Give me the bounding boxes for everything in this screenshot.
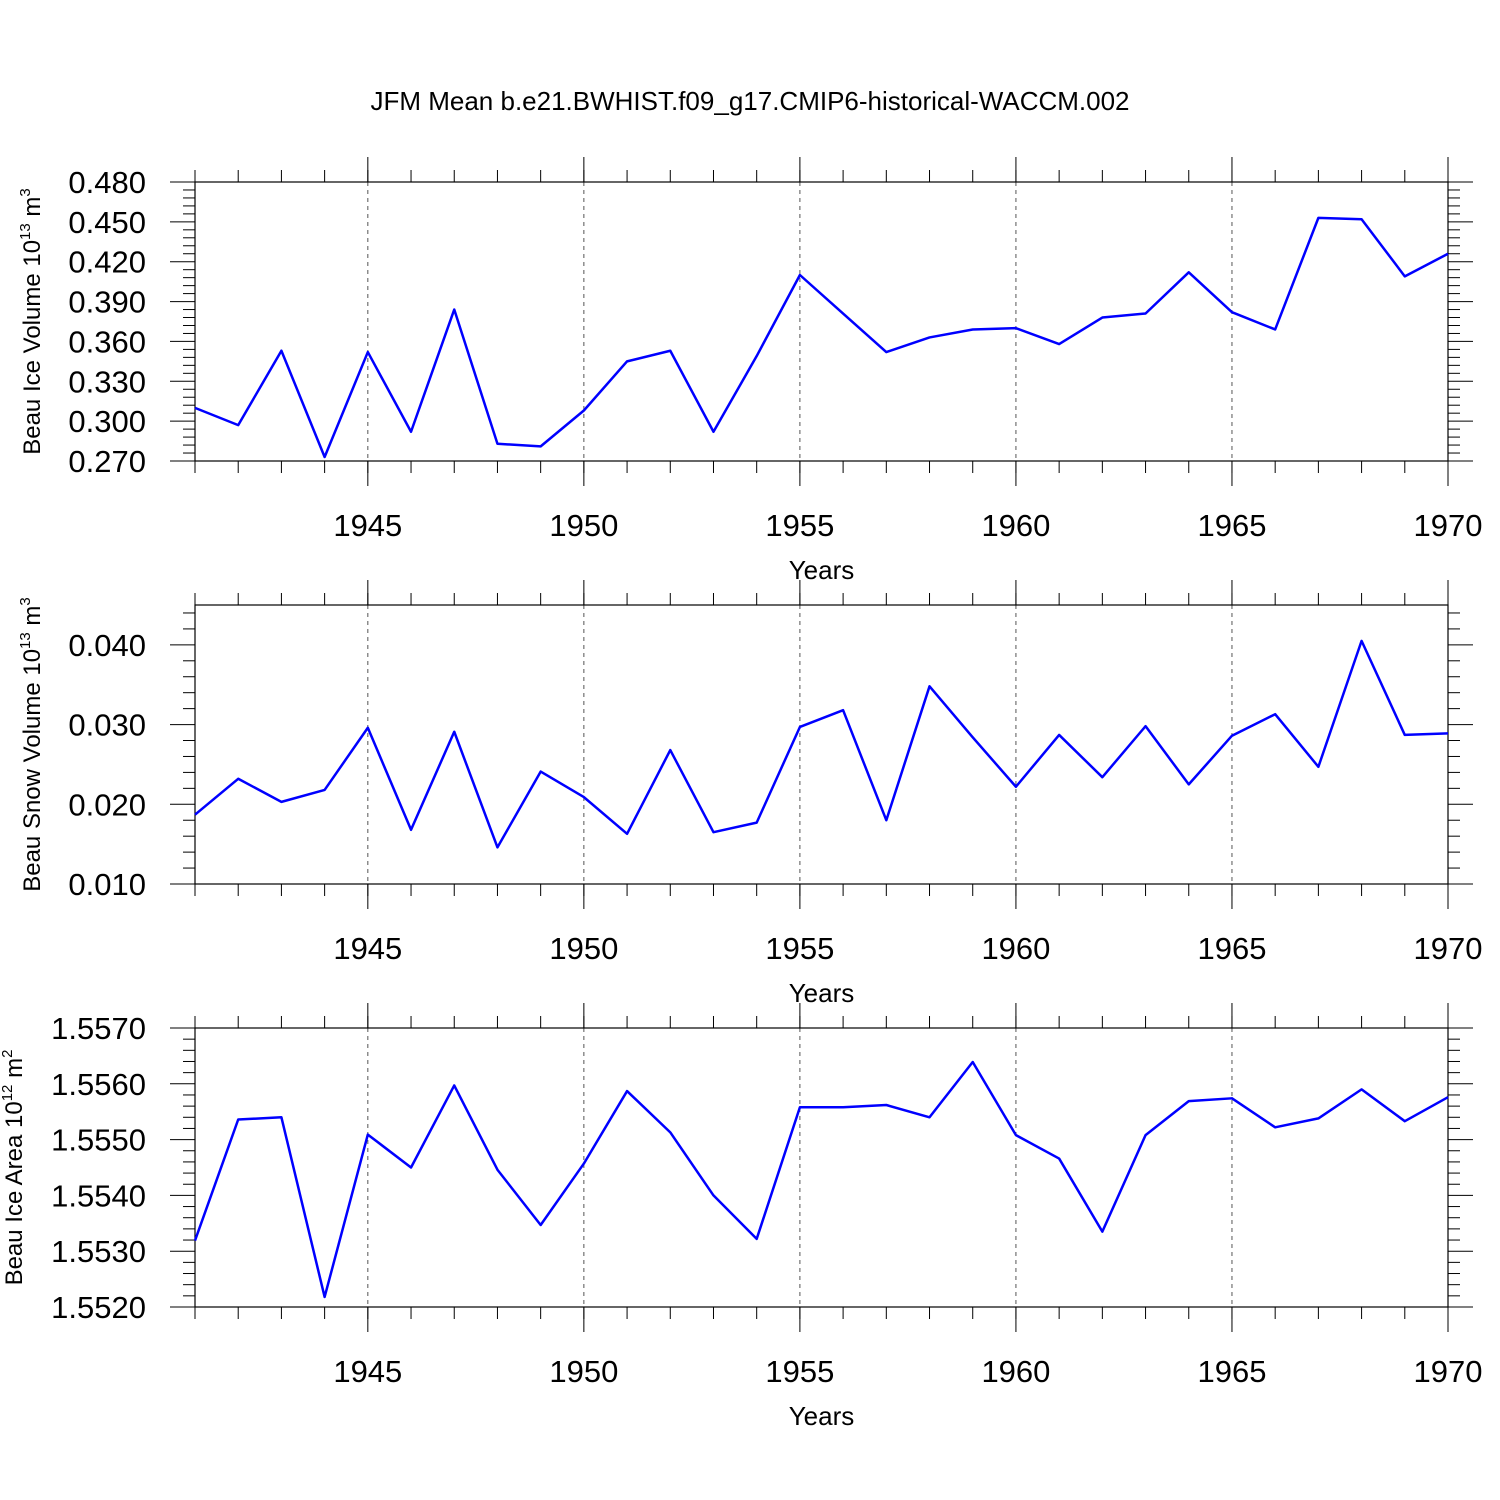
y-tick-label: 0.330 xyxy=(68,364,146,399)
x-tick-label: 1945 xyxy=(333,931,402,966)
y-axis-label-exponent: 2 xyxy=(0,1050,16,1058)
y-axis-label-text: m xyxy=(19,197,46,224)
data-line xyxy=(193,1060,1449,1299)
y-axis-label-exponent: 3 xyxy=(17,188,34,196)
x-tick-label: 1960 xyxy=(981,931,1050,966)
plot-frame xyxy=(194,181,1449,462)
y-tick-label: 0.420 xyxy=(68,245,146,280)
x-axis-label: Years xyxy=(789,1401,855,1431)
x-tick-label: 1970 xyxy=(1414,1354,1483,1389)
x-tick-label: 1965 xyxy=(1197,508,1266,543)
x-tick-label: 1965 xyxy=(1197,1354,1266,1389)
x-tick-label: 1945 xyxy=(333,508,402,543)
y-tick-label: 0.390 xyxy=(68,285,146,320)
y-tick-label: 1.5550 xyxy=(51,1123,146,1158)
plot-frame xyxy=(194,1027,1449,1308)
y-tick-label: 0.010 xyxy=(68,867,146,902)
y-axis-label: Beau Ice Area 1012 m2 xyxy=(0,1050,28,1286)
x-tick-label: 1955 xyxy=(765,1354,834,1389)
y-axis-label-text: m xyxy=(1,1058,28,1085)
data-line xyxy=(194,216,1449,459)
y-tick-label: 0.040 xyxy=(68,628,146,663)
chart-title: JFM Mean b.e21.BWHIST.f09_g17.CMIP6-hist… xyxy=(370,86,1129,116)
data-line xyxy=(194,639,1449,849)
x-tick-label: 1945 xyxy=(333,1354,402,1389)
y-tick-label: 1.5560 xyxy=(51,1067,146,1102)
x-axis-label: Years xyxy=(789,978,855,1008)
y-axis-label-exponent: 12 xyxy=(0,1085,16,1102)
x-tick-label: 1960 xyxy=(981,508,1050,543)
x-axis-label: Years xyxy=(789,555,855,585)
y-tick-label: 1.5530 xyxy=(51,1234,146,1269)
x-tick-label: 1960 xyxy=(981,1354,1050,1389)
plot-frame xyxy=(194,604,1449,885)
y-axis-label-exponent: 13 xyxy=(17,632,34,649)
y-axis-label-exponent: 13 xyxy=(17,223,34,240)
x-tick-label: 1950 xyxy=(549,931,618,966)
y-tick-label: 0.360 xyxy=(68,324,146,359)
x-tick-label: 1965 xyxy=(1197,931,1266,966)
y-tick-label: 0.030 xyxy=(68,708,146,743)
y-axis-label-exponent: 3 xyxy=(17,597,34,605)
y-axis-label: Beau Ice Volume 1013 m3 xyxy=(17,188,46,455)
y-tick-label: 0.300 xyxy=(68,404,146,439)
y-tick-label: 1.5570 xyxy=(51,1011,146,1046)
y-tick-label: 0.270 xyxy=(68,444,146,479)
y-axis-label-text: Beau Ice Volume 10 xyxy=(19,240,46,455)
x-tick-label: 1950 xyxy=(549,1354,618,1389)
y-axis-label-text: m xyxy=(19,606,46,633)
y-tick-label: 1.5540 xyxy=(51,1178,146,1213)
x-tick-label: 1950 xyxy=(549,508,618,543)
x-tick-label: 1970 xyxy=(1414,508,1483,543)
x-tick-label: 1955 xyxy=(765,508,834,543)
y-tick-label: 0.480 xyxy=(68,165,146,200)
y-tick-label: 0.450 xyxy=(68,205,146,240)
y-axis-label: Beau Snow Volume 1013 m3 xyxy=(17,597,46,892)
y-tick-label: 1.5520 xyxy=(51,1290,146,1325)
x-tick-label: 1955 xyxy=(765,931,834,966)
y-axis-label-text: Beau Snow Volume 10 xyxy=(19,649,46,892)
y-tick-label: 0.020 xyxy=(68,787,146,822)
x-tick-label: 1970 xyxy=(1414,931,1483,966)
y-axis-label-text: Beau Ice Area 10 xyxy=(1,1101,28,1285)
